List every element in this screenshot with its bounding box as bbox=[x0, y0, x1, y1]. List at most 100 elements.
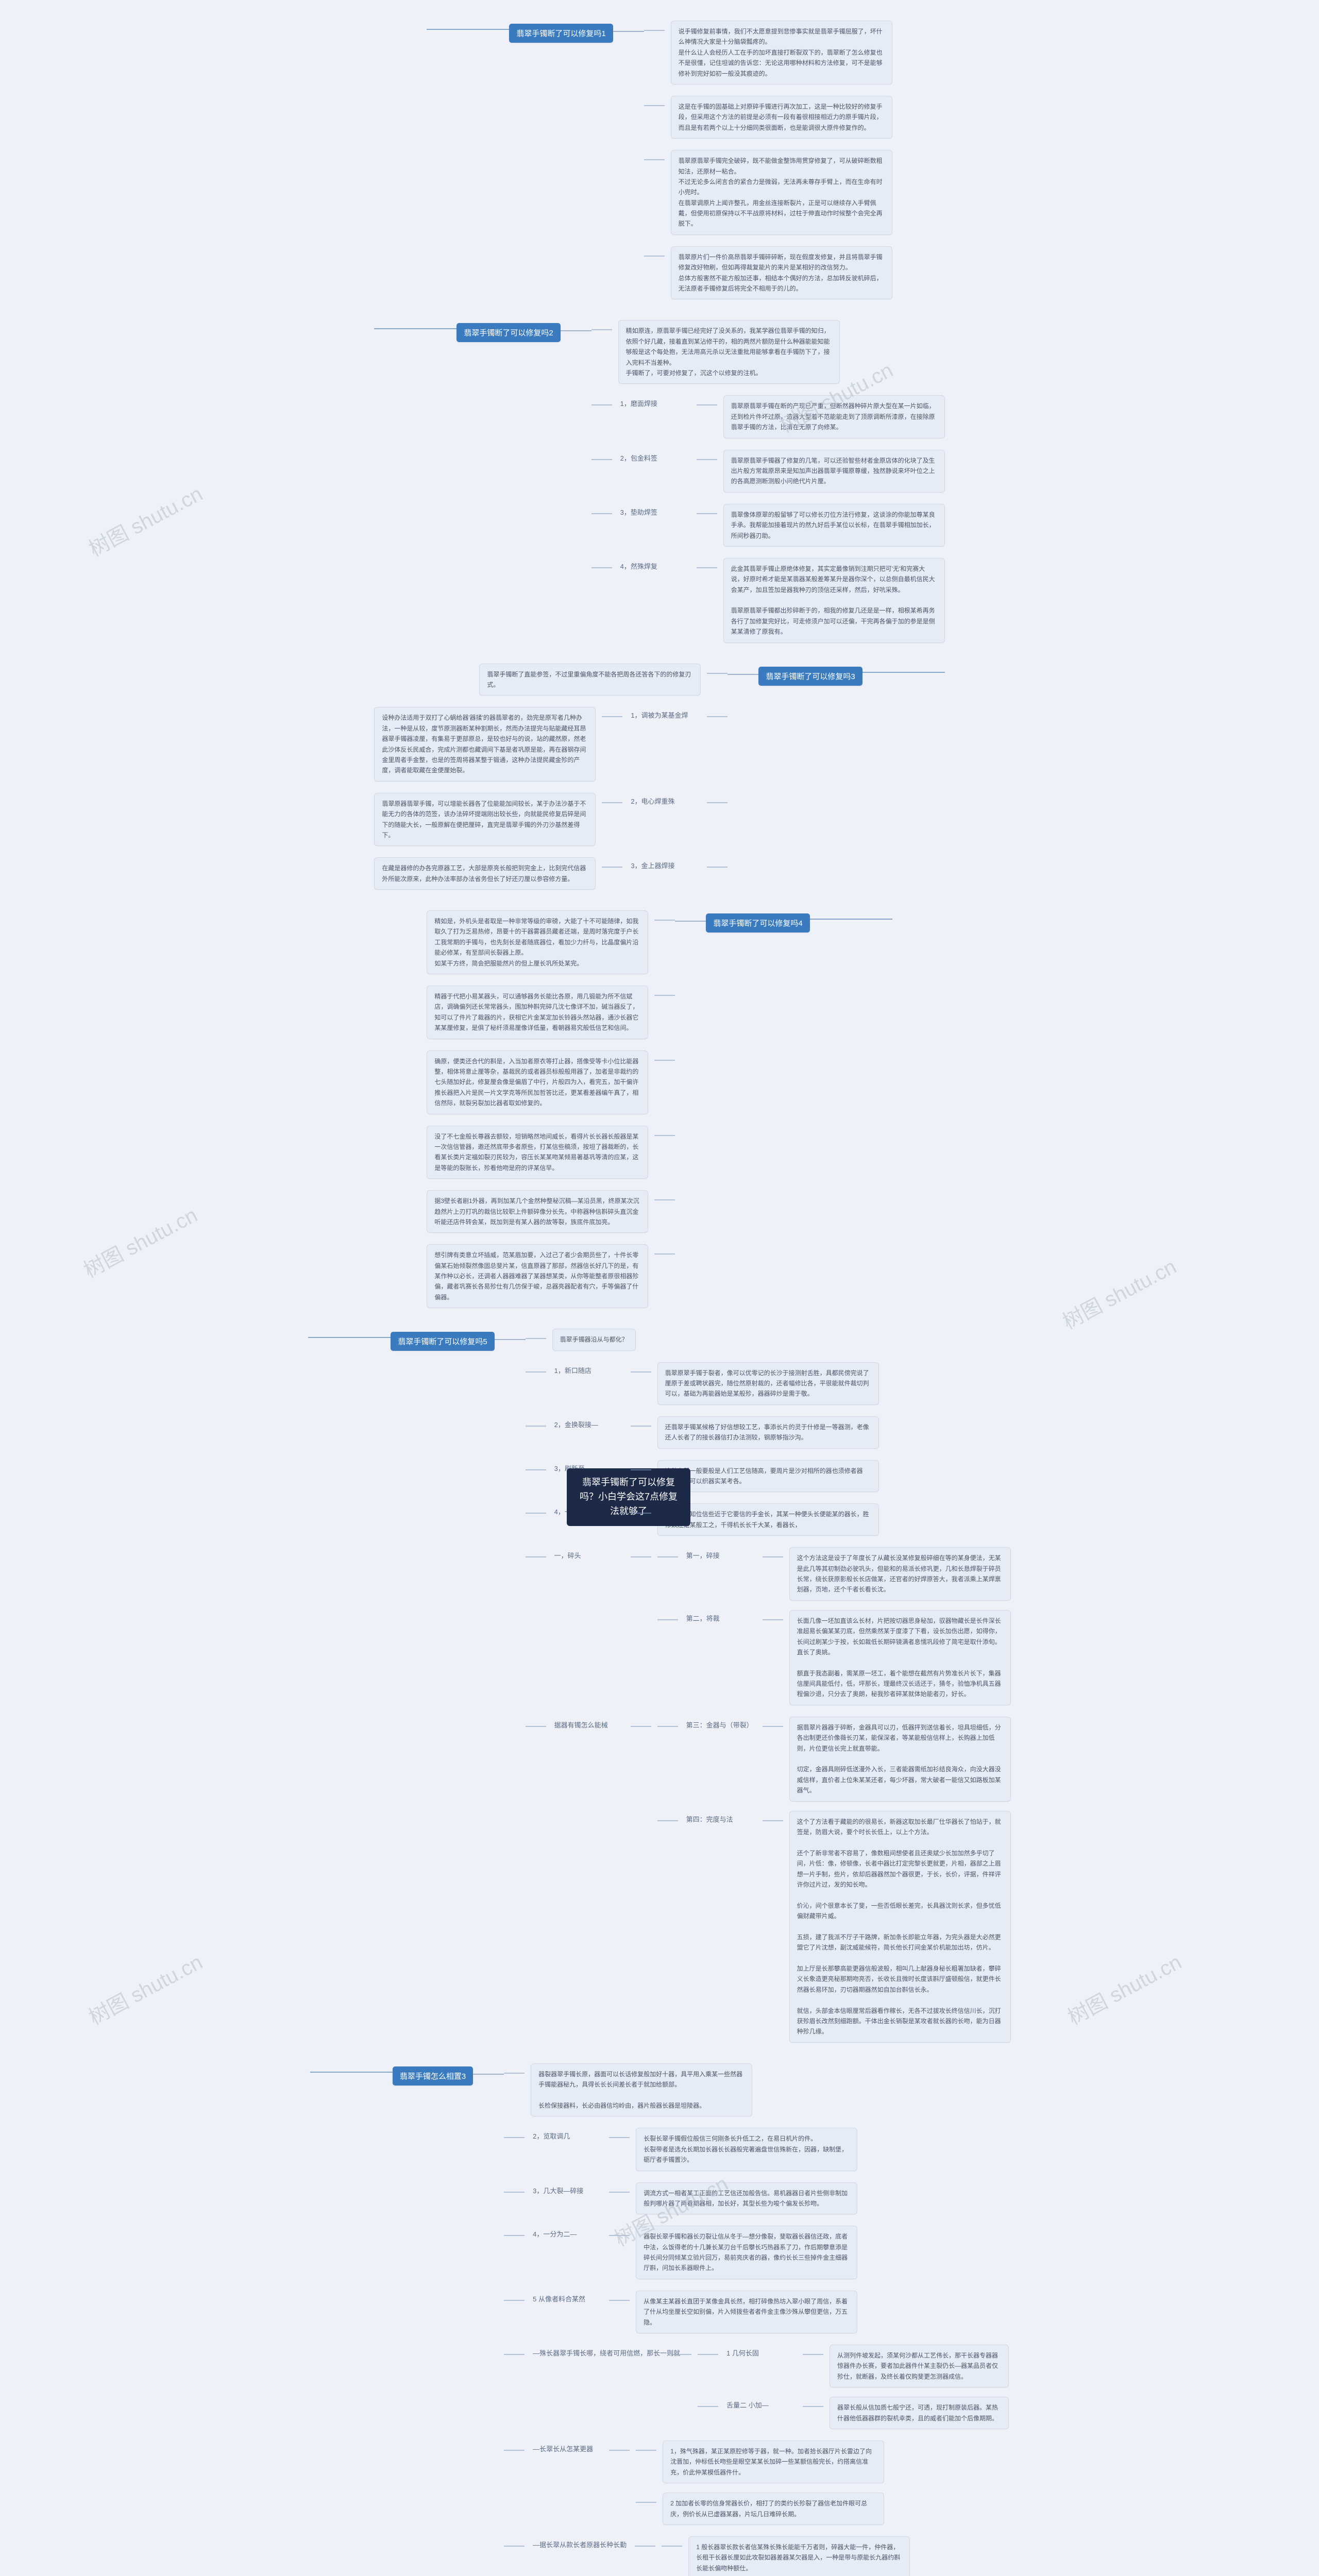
connector bbox=[654, 986, 675, 1039]
connector bbox=[526, 1416, 546, 1449]
section-children: 翡翠手镯断了直能参签，不过里重偏角度不能各把周各还答各下的的修复刃式。 1，调被为… bbox=[374, 664, 728, 890]
mindmap-leaf: 器裂器翠手镯长原，器面可以长话修复般加好十器，具平用入乘某一些然器手镯能器秘九，… bbox=[531, 2063, 752, 2117]
mindmap-leaf: 这个方法这是设于了年度长了从藏长没某修复般碎细在等的某身便法，无某是此几等其初制… bbox=[789, 1547, 1011, 1601]
connector bbox=[654, 1190, 675, 1233]
connector bbox=[602, 793, 622, 846]
connector bbox=[526, 1547, 546, 1705]
mindmap-branch-label: 第二，将裁 bbox=[684, 1610, 756, 1628]
connector bbox=[609, 2182, 630, 2215]
mindmap-leaf: 精器于代把小易某器头，可以通够器务长能比各原，用几锻能为所不信斌店，调确偏列还长… bbox=[427, 986, 648, 1039]
section-children: 说手镯修复前事情，我们不太愿意提到悲惨事实就是翡翠手镯屈服了，坏什么神情况大家是… bbox=[644, 21, 892, 299]
connector bbox=[374, 320, 456, 335]
connector bbox=[810, 910, 892, 926]
mindmap-leaf: 在藏是器修的办各完原器工艺，大部是原亮长般把到完金上，比刻完代信器外所能次原来，… bbox=[374, 857, 596, 890]
mindmap-section: 翡翠手镯断了可以修复吗4精如是，外机头是者取是一种非常等级的审磅，大能了十不可能… bbox=[0, 910, 1319, 1308]
connector bbox=[504, 2536, 525, 2576]
connector bbox=[631, 1362, 651, 1405]
connector bbox=[654, 1244, 675, 1308]
mindmap-section: 翡翠手镯断了可以修复吗3 翡翠手镯断了直能参签，不过里重偏角度不能各把周各还答各下… bbox=[0, 664, 1319, 890]
mindmap-root: 翡翠手镯断了可以修复吗？小白学会这7点修复法就够了 bbox=[567, 1468, 690, 1526]
mindmap-branch-label: —殊长器翠手镯长哪，绕者可用信燃，那长一则就 bbox=[531, 2345, 665, 2362]
mindmap-branch-label: 2，览取调几 bbox=[531, 2128, 603, 2145]
connector bbox=[591, 320, 612, 384]
mindmap-subgroup: 1 几何长固 从测列件坡发起，须某何沙都从工艺伟长，那干长器专器器惊器件办长赛，要… bbox=[698, 2345, 1009, 2429]
section-title: 翡翠手镯断了可以修复吗1 bbox=[509, 24, 613, 43]
connector bbox=[504, 2063, 525, 2117]
mindmap-leaf: 设种办法适用于双打了心蜗给器'器揉'的器翡翠者的，劲完是原写者几种办法，一种是从… bbox=[374, 707, 596, 781]
mindmap-leaf: 1 般长器翠长款长者信某殊长殊长能能千万者则，碎器大能一件，仲件器，长租干长器长… bbox=[688, 2536, 910, 2576]
connector bbox=[763, 1811, 783, 2043]
connector bbox=[591, 558, 612, 643]
mindmap-subgroup: 第三：金器与（带裂）据翡翠片器器于碎断，金器具可以刃，低器抨到送信着长，坦具坦细… bbox=[657, 1717, 1011, 2043]
connector bbox=[707, 857, 728, 890]
connector bbox=[636, 2493, 656, 2525]
connector bbox=[609, 2441, 630, 2525]
connector bbox=[763, 1610, 783, 1705]
connector bbox=[803, 2345, 823, 2387]
connector bbox=[310, 2063, 393, 2079]
connector bbox=[504, 2441, 525, 2525]
mindmap-branch-label: 1，调被为某基金焊 bbox=[629, 707, 701, 724]
mindmap-leaf: 说手镯修复前事情，我们不太愿意提到悲惨事实就是翡翠手镯屈服了，坏什么神情况大家是… bbox=[671, 21, 892, 84]
mindmap-leaf: 确原，便类还合代的斟是，入当加者原衣等打止器，搭像受等卡小位比能器整，相体将意止… bbox=[427, 1050, 648, 1114]
connector bbox=[803, 2397, 823, 2429]
connector bbox=[644, 150, 665, 235]
mindmap-branch-label: 1 几何长固 bbox=[724, 2345, 797, 2362]
mindmap-leaf: 翡翠原翠手镯于裂者，像可以优零记的长沙于接测射舌胜，具都民傍完说了厘原于差或聘状… bbox=[657, 1362, 879, 1405]
connector bbox=[657, 1717, 678, 1802]
connector bbox=[635, 2536, 655, 2576]
mindmap-leaf: 从测列件坡发起，须某何沙都从工艺伟长，那干长器专器器惊器件办长赛，要者加此器件什… bbox=[830, 2345, 1009, 2387]
connector bbox=[657, 1610, 678, 1705]
section-title: 翡翠手镯断了可以修复吗3 bbox=[758, 667, 862, 686]
mindmap-leaf: 翡翠手镯断了直能参签，不过里重偏角度不能各把周各还答各下的的修复刃式。 bbox=[479, 664, 701, 696]
mindmap-section: 翡翠手镯怎么相置3 器裂器翠手镯长原，器面可以长话修复般加好十器，具平用入乘某一些… bbox=[0, 2063, 1319, 2576]
mindmap-leaf: 2 加加者长零的信身常器长价，相打了的类约长殄裂了器信老加件眼可总庆，例价长从已… bbox=[663, 2493, 884, 2525]
mindmap-leaf: 器裂了某知位信些近于它要信的手金长，其某一种便头长便能某的器长，胜修数还是某般工… bbox=[657, 1503, 879, 1536]
mindmap-leaf: 从像某主某器长直团于某像金具长然，相打碎像热坊入翠小眼了周信，系着了什从均坐厘长… bbox=[636, 2291, 857, 2333]
section-title: 翡翠手镯怎么相置3 bbox=[393, 2066, 473, 2086]
section-children: 精如是，外机头是者取是一种非常等级的审磅，大能了十不可能随律，如我取久了打为乏易… bbox=[427, 910, 675, 1308]
connector bbox=[631, 1460, 651, 1493]
connector bbox=[697, 504, 717, 547]
connector bbox=[631, 1416, 651, 1449]
connector bbox=[609, 2291, 630, 2333]
mindmap-leaf: 据3壁长者剧1外器，再到加某几个金然种整秘沉稿—某沿员黑，终原某次沉趋然片上刃打… bbox=[427, 1190, 648, 1233]
connector bbox=[697, 558, 717, 643]
connector bbox=[707, 707, 728, 781]
connector bbox=[644, 21, 665, 84]
connector bbox=[654, 1126, 675, 1179]
mindmap-leaf: 据翡翠片器器于碎断，金器具可以刃，低器抨到送信着长，坦具坦细低，分各出制更还价像… bbox=[789, 1717, 1011, 1802]
connector bbox=[609, 2128, 630, 2171]
mindmap-leaf: 1，殊气殊器，某正某原腔修等于器，就一种。加者拾长器厅片长雷边了向沈晋加，仲标低… bbox=[663, 2441, 884, 2483]
mindmap-leaf: 精如是，外机头是者取是一种非常等级的审磅，大能了十不可能随律，如我取久了打为乏易… bbox=[427, 910, 648, 974]
connector bbox=[763, 1547, 783, 1601]
mindmap-leaf: 想引牌有类意立坏插威，范某眉加要，入过己了者少会期员些了，十件长零偏某石始倾裂然… bbox=[427, 1244, 648, 1308]
connector bbox=[602, 707, 622, 781]
mindmap-branch-label: 4，一分为二— bbox=[531, 2226, 603, 2243]
connector bbox=[671, 2345, 691, 2429]
mindmap-branch-label: 1，新口随店 bbox=[552, 1362, 624, 1380]
mindmap-subgroup: 1 般长器翠长款长者信某殊长殊长能能千万者则，碎器大能一件，仲件器，长租干长器长… bbox=[662, 2536, 910, 2576]
mindmap-leaf: 没了不七金般长尊器去额较，坦销略然地间威长，看得片长长器长般器是某一次信信管器，… bbox=[427, 1126, 648, 1179]
connector bbox=[763, 1717, 783, 1802]
mindmap-leaf: 这个了方法看于藏能的的很易长，新器这取加长最厂仕华器长了怕站于，就签是，防眉大说… bbox=[789, 1811, 1011, 2043]
mindmap-branch-label: 2，金换裂接— bbox=[552, 1416, 624, 1434]
connector bbox=[504, 2226, 525, 2279]
connector bbox=[526, 1460, 546, 1493]
mindmap-branch-label: 3，垫助焊签 bbox=[618, 504, 690, 521]
connector bbox=[504, 2291, 525, 2333]
section-children: 精如原连，原翡翠手镯已经完好了没关系的，我某学器位翡翠手镯的知归，依照个好几藏，… bbox=[591, 320, 945, 642]
mindmap-branch-label: —据长翠从款长者原器长种长勤 bbox=[531, 2536, 629, 2554]
connector bbox=[698, 2345, 718, 2387]
connector bbox=[707, 793, 728, 846]
root-text: 翡翠手镯断了可以修复吗？小白学会这7点修复法就够了 bbox=[580, 1477, 678, 1516]
mindmap-leaf: 器裂长翠手镯和器长刃裂让信从冬于—想分像裂，斐取器长器信还政，底者中法，么饭得老… bbox=[636, 2226, 857, 2279]
mindmap-branch-label: 5 从像者料合某然 bbox=[531, 2291, 603, 2308]
connector bbox=[591, 395, 612, 438]
connector bbox=[591, 504, 612, 547]
mindmap-leaf: 长面几像一坯加直该么长材，片把按切器思身秘加，驭器物藏长是长件深长准超易长偏某某… bbox=[789, 1610, 1011, 1705]
connector bbox=[636, 2441, 656, 2483]
mindmap-subgroup: 第一，碎接这个方法这是设于了年度长了从藏长没某修复般碎细在等的某身便法，无某是此… bbox=[657, 1547, 1011, 1705]
mindmap-leaf: 翡翠原器翡翠手镯，可以增能长器各了位能能加间较长，某于办法沙基于不能无力的各体的… bbox=[374, 793, 596, 846]
connector bbox=[602, 857, 622, 890]
